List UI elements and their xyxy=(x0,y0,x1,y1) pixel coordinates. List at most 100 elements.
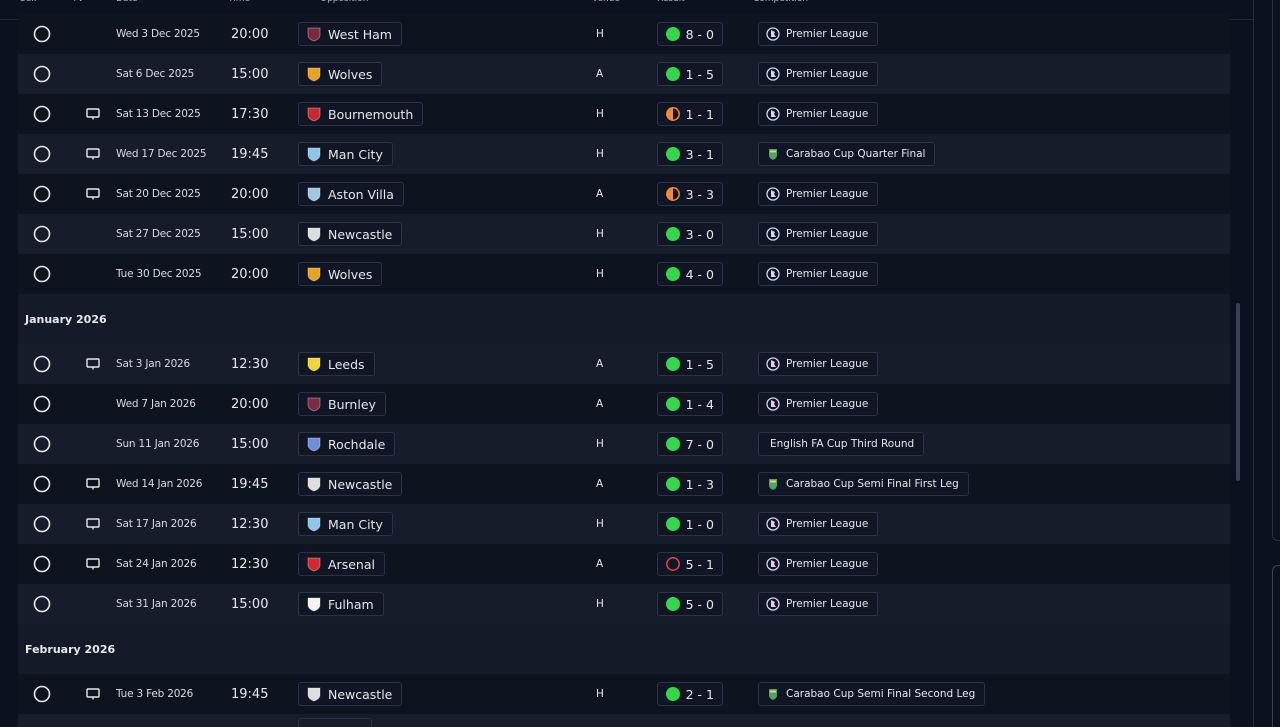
month-header: February 2026 xyxy=(18,624,1230,674)
competition[interactable]: Premier League xyxy=(758,22,879,46)
club-badge xyxy=(307,597,321,612)
select-radio[interactable] xyxy=(33,225,51,243)
result-indicator xyxy=(666,187,680,201)
competition[interactable]: English FA Cup Third Round xyxy=(758,432,925,456)
result: 2 - 1 xyxy=(657,682,723,706)
result-cell: 3 - 1 xyxy=(657,134,723,174)
time: 17:30 xyxy=(231,106,269,122)
select-radio[interactable] xyxy=(33,475,51,493)
competition-cell: Carabao Cup Semi Final Second Leg xyxy=(758,674,986,714)
opposition[interactable]: Newcastle xyxy=(298,682,403,706)
competition[interactable]: Premier League xyxy=(758,392,879,416)
opposition-cell: Aston Villa xyxy=(298,174,404,214)
select-radio[interactable] xyxy=(33,685,51,703)
result-indicator xyxy=(666,267,680,281)
select-radio[interactable] xyxy=(33,25,51,43)
panel-edge xyxy=(1253,0,1254,727)
opposition[interactable]: Rochdale xyxy=(298,432,396,456)
competition[interactable]: Premier League xyxy=(758,512,879,536)
fixture-row[interactable]: Sat 27 Dec 2025 15:00 Newcastle H 3 - 0 Premi… xyxy=(18,214,1230,254)
competition[interactable]: Premier League xyxy=(758,552,879,576)
competition[interactable]: Carabao Cup Quarter Final xyxy=(758,142,936,166)
venue: A xyxy=(596,478,604,490)
time: 15:00 xyxy=(231,436,269,452)
competition[interactable]: Premier League xyxy=(758,352,879,376)
competition-name: Premier League xyxy=(786,558,869,570)
result: 1 - 0 xyxy=(657,512,723,536)
competition-cell: Premier League xyxy=(758,174,879,214)
opposition[interactable]: Newcastle xyxy=(298,222,403,246)
select-radio[interactable] xyxy=(33,355,51,373)
club-badge xyxy=(307,557,321,572)
date: Sat 13 Dec 2025 xyxy=(116,108,201,120)
fixture-row[interactable]: Wed 17 Dec 2025 19:45 Man City H 3 - 1 Caraba… xyxy=(18,134,1230,174)
result-indicator xyxy=(666,397,680,411)
opposition[interactable]: West Ham xyxy=(298,22,402,46)
select-cell xyxy=(33,94,51,134)
fixture-row[interactable]: Sat 24 Jan 2026 12:30 Arsenal A 5 - 1 Premier… xyxy=(18,544,1230,584)
competition[interactable]: Carabao Cup Semi Final First Leg xyxy=(758,472,969,496)
competition[interactable]: Premier League xyxy=(758,592,879,616)
select-radio[interactable] xyxy=(33,185,51,203)
fixture-row[interactable]: Wed 3 Dec 2025 20:00 West Ham H 8 - 0 Premier… xyxy=(18,14,1230,54)
opposition[interactable]: Bournemouth xyxy=(298,102,424,126)
opposition[interactable]: Man City xyxy=(298,512,393,536)
competition-logo xyxy=(769,149,777,160)
competition[interactable]: Premier League xyxy=(758,262,879,286)
select-radio[interactable] xyxy=(33,395,51,413)
select-radio[interactable] xyxy=(33,145,51,163)
fixture-row[interactable]: Sat 6 Dec 2025 15:00 Wolves A 1 - 5 Premier L… xyxy=(18,54,1230,94)
fixture-row[interactable]: Sat 17 Jan 2026 12:30 Man City H 1 - 0 Premie… xyxy=(18,504,1230,544)
score: 3 - 1 xyxy=(685,146,714,162)
fixture-row[interactable]: Sat 20 Dec 2025 20:00 Aston Villa A 3 - 3 Pre… xyxy=(18,174,1230,214)
select-radio[interactable] xyxy=(33,555,51,573)
opposition[interactable]: Man City xyxy=(298,142,393,166)
select-radio[interactable] xyxy=(33,265,51,283)
competition-name: Premier League xyxy=(786,598,869,610)
select-radio[interactable] xyxy=(33,595,51,613)
time: 15:00 xyxy=(231,66,269,82)
date: Sat 3 Jan 2026 xyxy=(116,358,191,370)
select-radio[interactable] xyxy=(33,435,51,453)
result-indicator xyxy=(666,517,680,531)
result-indicator xyxy=(666,557,680,571)
fixture-row[interactable]: Wed 14 Jan 2026 19:45 Newcastle A 1 - 3 Carab… xyxy=(18,464,1230,504)
fixture-row[interactable]: Wed 7 Jan 2026 20:00 Burnley A 1 - 4 Premier … xyxy=(18,384,1230,424)
select-radio[interactable] xyxy=(33,65,51,83)
competition[interactable]: Premier League xyxy=(758,222,879,246)
competition[interactable]: Carabao Cup Semi Final Second Leg xyxy=(758,682,986,706)
competition[interactable]: Premier League xyxy=(758,62,879,86)
result: 3 - 3 xyxy=(657,182,723,206)
fixture-row[interactable]: Sat 13 Dec 2025 17:30 Bournemouth H 1 - 1 Pre… xyxy=(18,94,1230,134)
opposition[interactable]: Wolves xyxy=(298,262,383,286)
competition-logo xyxy=(766,27,780,41)
select-radio[interactable] xyxy=(33,515,51,533)
fixture-row[interactable]: Tue 3 Feb 2026 19:45 Newcastle H 2 - 1 Caraba… xyxy=(18,674,1230,714)
fixture-row[interactable]: Sun 11 Jan 2026 15:00 Rochdale H 7 - 0 Englis… xyxy=(18,424,1230,464)
opposition[interactable]: Wolves xyxy=(298,62,383,86)
competition-logo xyxy=(766,107,780,121)
opposition-cell: West Ham xyxy=(298,14,402,54)
fixture-row[interactable]: Sat 3 Jan 2026 12:30 Leeds A 1 - 5 Premier Le… xyxy=(18,344,1230,384)
opposition[interactable]: Arsenal xyxy=(298,552,385,576)
opposition[interactable]: Newcastle xyxy=(298,472,403,496)
opposition[interactable]: Fulham xyxy=(298,592,384,616)
select-cell xyxy=(33,174,51,214)
opposition[interactable]: Burnley xyxy=(298,392,386,416)
opposition[interactable]: Leeds xyxy=(298,352,375,376)
opposition[interactable]: Aston Villa xyxy=(298,182,404,206)
score: 1 - 5 xyxy=(685,66,714,82)
fixture-row[interactable]: Sat 31 Jan 2026 15:00 Fulham H 5 - 0 Premier … xyxy=(18,584,1230,624)
competition-logo xyxy=(766,397,780,411)
competition-cell: Carabao Cup Quarter Final xyxy=(758,134,936,174)
fixture-row[interactable]: Tue 30 Dec 2025 20:00 Wolves H 4 - 0 Premier … xyxy=(18,254,1230,294)
venue: H xyxy=(596,148,604,160)
competition[interactable]: Premier League xyxy=(758,182,879,206)
club-badge xyxy=(307,477,321,492)
result-indicator xyxy=(666,27,680,41)
column-header: Sel. xyxy=(20,0,37,4)
competition-cell: Premier League xyxy=(758,254,879,294)
select-radio[interactable] xyxy=(33,105,51,123)
scrollbar[interactable] xyxy=(1236,303,1240,481)
competition[interactable]: Premier League xyxy=(758,102,879,126)
